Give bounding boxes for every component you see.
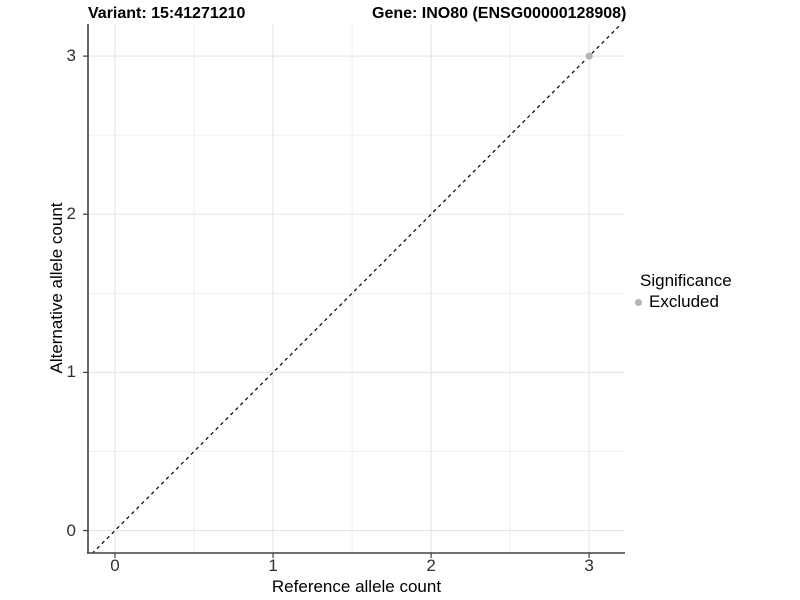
legend-key (630, 294, 646, 310)
plot-title-variant: Variant: 15:41271210 (88, 5, 246, 22)
legend-items: Excluded (630, 292, 732, 312)
y-tick-label: 2 (66, 204, 76, 224)
legend-title: Significance (640, 271, 732, 290)
x-axis-title: Reference allele count (271, 577, 442, 596)
x-tick-label: 2 (426, 556, 436, 575)
y-axis-title: Alternative allele count (47, 202, 66, 374)
x-tick-label: 3 (584, 556, 594, 575)
legend-item-label: Excluded (649, 292, 719, 311)
y-tick-label: 1 (66, 362, 76, 382)
legend-dot-icon (634, 298, 642, 306)
legend: Significance Excluded (630, 271, 732, 312)
y-tick-label: 0 (66, 520, 76, 540)
x-tick-label: 1 (268, 556, 278, 575)
y-tick-label: 3 (66, 46, 76, 66)
legend-item: Excluded (630, 292, 732, 312)
plot-title-gene: Gene: INO80 (ENSG00000128908) (372, 5, 627, 22)
x-tick-label: 0 (110, 556, 120, 575)
identity-line (91, 24, 623, 553)
data-point (585, 52, 593, 60)
